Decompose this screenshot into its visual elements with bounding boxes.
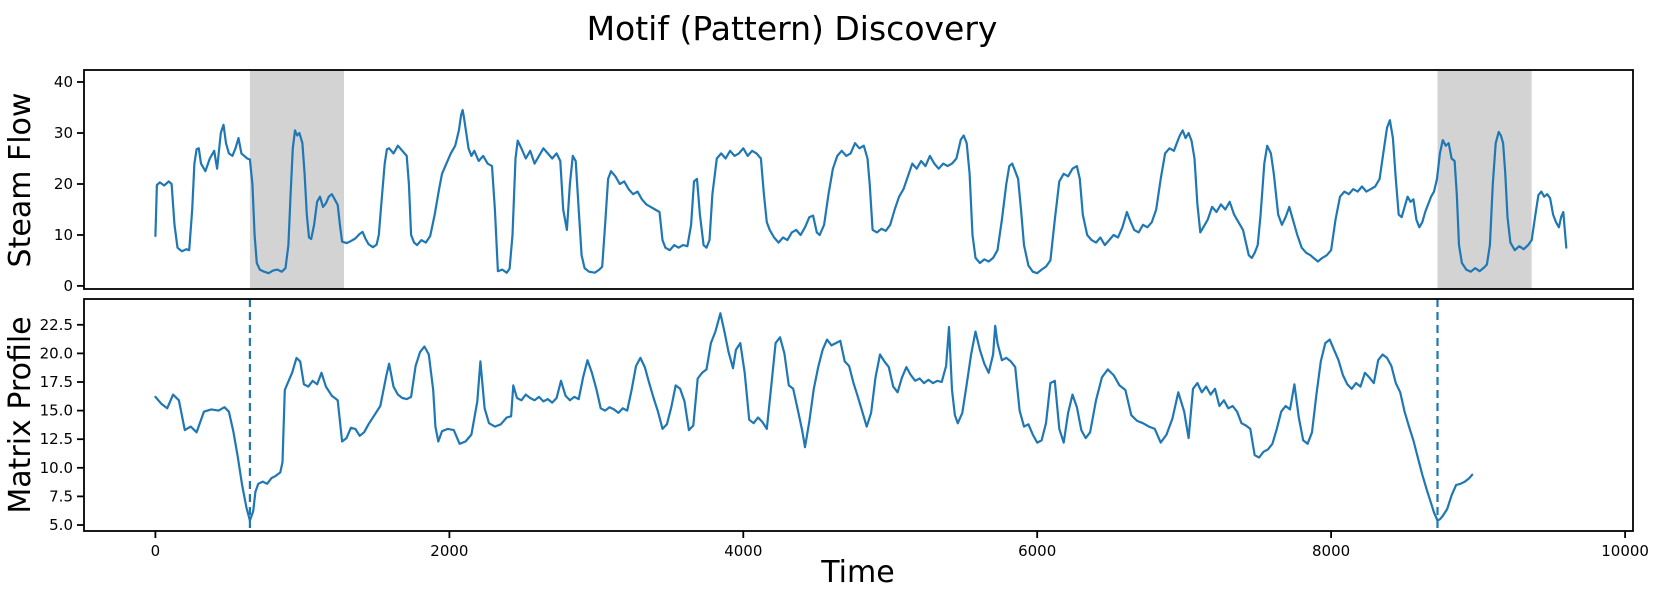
y-tick-label: 20.0 — [40, 344, 73, 362]
time-xlabel: Time — [820, 555, 894, 590]
steam-flow-axes: 0 10 20 30 40 — [54, 69, 1634, 295]
y-tick-label: 10.0 — [40, 459, 73, 477]
x-tick-label: 10000 — [1601, 542, 1649, 560]
motif-window-2 — [1437, 70, 1532, 289]
chart-title: Motif (Pattern) Discovery — [587, 9, 998, 48]
y-tick-label: 5.0 — [49, 516, 73, 534]
x-tick-label: 6000 — [1018, 542, 1056, 560]
steam-flow-line — [154, 108, 1568, 275]
y-tick-label: 0 — [63, 277, 73, 295]
motif-window-1 — [249, 70, 344, 289]
y-tick-label: 40 — [54, 73, 73, 91]
y-tick-label: 12.5 — [40, 430, 73, 448]
matrix-profile-line — [154, 312, 1474, 522]
x-tick-label: 8000 — [1312, 542, 1350, 560]
y-tick-label: 10 — [54, 226, 73, 244]
matrix-profile-ylabel: Matrix Profile — [3, 316, 38, 513]
axes-frame — [83, 298, 1634, 532]
x-tick-label: 2000 — [430, 542, 468, 560]
y-tick-label: 15.0 — [40, 402, 73, 420]
y-tick-label: 22.5 — [40, 316, 73, 334]
y-tick-label: 30 — [54, 124, 73, 142]
x-tick-label: 0 — [151, 542, 161, 560]
y-tick-label: 17.5 — [40, 373, 73, 391]
steam-flow-ylabel: Steam Flow — [3, 93, 38, 268]
matrix-profile-axes: 5.0 7.5 10.0 12.5 15.0 17.5 20.0 22.5 0 2000 4000 6… — [40, 298, 1649, 560]
axes-frame — [83, 69, 1634, 290]
x-tick-label: 4000 — [724, 542, 762, 560]
y-tick-label: 20 — [54, 175, 73, 193]
y-tick-label: 7.5 — [49, 487, 73, 505]
